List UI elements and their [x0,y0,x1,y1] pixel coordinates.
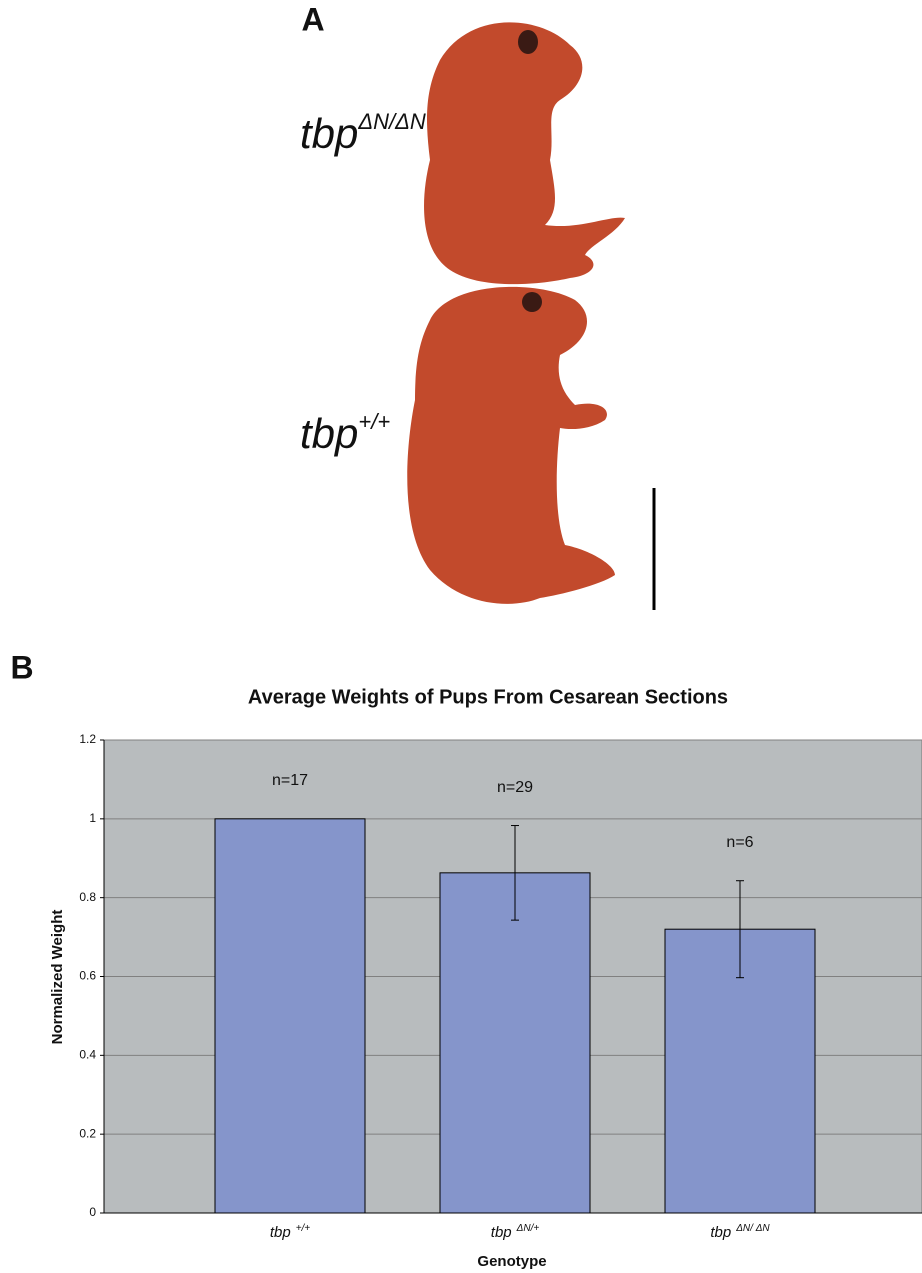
label-base: tbp [300,110,358,157]
panel-label: B [10,649,33,685]
panel-label: A [301,1,324,37]
y-tick-label: 0 [89,1205,96,1219]
pup [424,22,625,285]
category-superscript: ΔN/+ [516,1223,540,1234]
category-base: tbp [491,1224,512,1241]
category-superscript: ΔN/ ΔN [735,1223,770,1234]
category-superscript: +/+ [296,1223,311,1234]
y-tick-label: 1 [89,811,96,825]
photo-label: tbpΔN/ΔN [300,109,426,157]
annotation: n=29 [497,779,533,796]
x-axis-label: Genotype [477,1253,546,1270]
category-base: tbp [710,1224,731,1241]
annotation: n=6 [726,834,753,851]
y-tick-label: 0.2 [79,1126,96,1140]
y-axis-label: Normalized Weight [49,910,66,1045]
label-base: tbp [300,410,358,457]
x-tick-label: tbp ΔN/ ΔN [710,1223,770,1241]
pup-eye [522,292,542,312]
pup [407,286,615,604]
photo-label: tbp+/+ [300,409,390,457]
label-superscript: ΔN/ΔN [357,109,426,134]
y-tick-label: 0.4 [79,1048,96,1062]
label-superscript: +/+ [358,409,390,434]
chart-title: Average Weights of Pups From Cesarean Se… [248,686,728,708]
photo [407,22,656,610]
y-tick-label: 1.2 [79,732,96,746]
bar [439,872,591,1214]
category-base: tbp [270,1224,291,1241]
y-tick-label: 0.6 [79,969,96,983]
bar [214,818,366,1214]
pup-eye [518,30,538,54]
annotation: n=17 [272,772,308,789]
y-tick-label: 0.8 [79,890,96,904]
x-tick-label: tbp ΔN/+ [491,1223,540,1241]
x-tick-label: tbp +/+ [270,1223,310,1241]
